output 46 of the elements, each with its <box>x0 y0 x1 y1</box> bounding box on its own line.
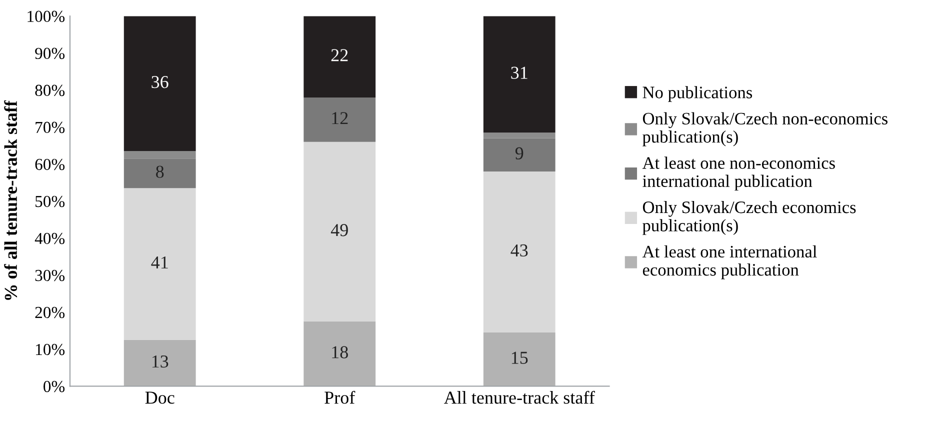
data-label: 9 <box>515 147 524 160</box>
data-label: 18 <box>332 346 348 358</box>
y-tick-label: 10% <box>36 344 65 356</box>
legend-label: No publications <box>642 86 752 102</box>
bar <box>483 132 556 138</box>
legend-label: Only Slovak/Czech non-economics publication(s) <box>642 112 888 146</box>
y-tick-label: 100% <box>28 10 65 22</box>
y-tick-label: 60% <box>35 158 65 170</box>
bar <box>124 151 196 159</box>
bar <box>483 332 556 386</box>
legend-label: At least one non-economics international publication <box>642 156 835 191</box>
bar <box>124 16 196 152</box>
bar <box>304 98 376 142</box>
y-tick-label: 80% <box>35 84 65 96</box>
bar <box>124 188 196 340</box>
y-tick-label: 50% <box>36 196 65 208</box>
data-label: 43 <box>510 244 528 257</box>
bar <box>304 16 376 98</box>
data-label: 31 <box>511 66 528 79</box>
y-tick-label: 90% <box>35 48 65 60</box>
bar <box>304 142 376 322</box>
bar <box>483 16 556 133</box>
data-label: 36 <box>152 76 168 88</box>
bar <box>124 158 196 188</box>
y-tick-label: 70% <box>36 122 65 134</box>
y-tick-label: 0% <box>44 380 65 392</box>
data-label: 41 <box>151 256 168 268</box>
data-label: 22 <box>331 49 348 62</box>
bar <box>124 340 196 386</box>
data-label: 12 <box>332 112 348 124</box>
data-label: 15 <box>512 352 528 364</box>
legend-label: Only Slovak/Czech economics publication(s) <box>642 200 856 235</box>
data-label: 8 <box>156 166 164 178</box>
data-label: 49 <box>330 224 348 236</box>
data-label: 13 <box>152 355 168 368</box>
x-tick-label: Doc <box>145 392 174 404</box>
x-tick-label: All tenure-track staff <box>444 390 595 404</box>
y-tick-label: 40% <box>34 232 65 244</box>
y-axis-title: % of all tenure-track staff <box>4 100 18 300</box>
bar <box>483 172 556 333</box>
y-tick-label: 30% <box>35 270 65 282</box>
bar <box>304 321 376 386</box>
y-tick-label: 20% <box>35 306 65 318</box>
legend-label: At least one international economics publication <box>642 245 817 280</box>
x-tick-label: Prof <box>324 390 356 404</box>
bar <box>483 138 556 172</box>
